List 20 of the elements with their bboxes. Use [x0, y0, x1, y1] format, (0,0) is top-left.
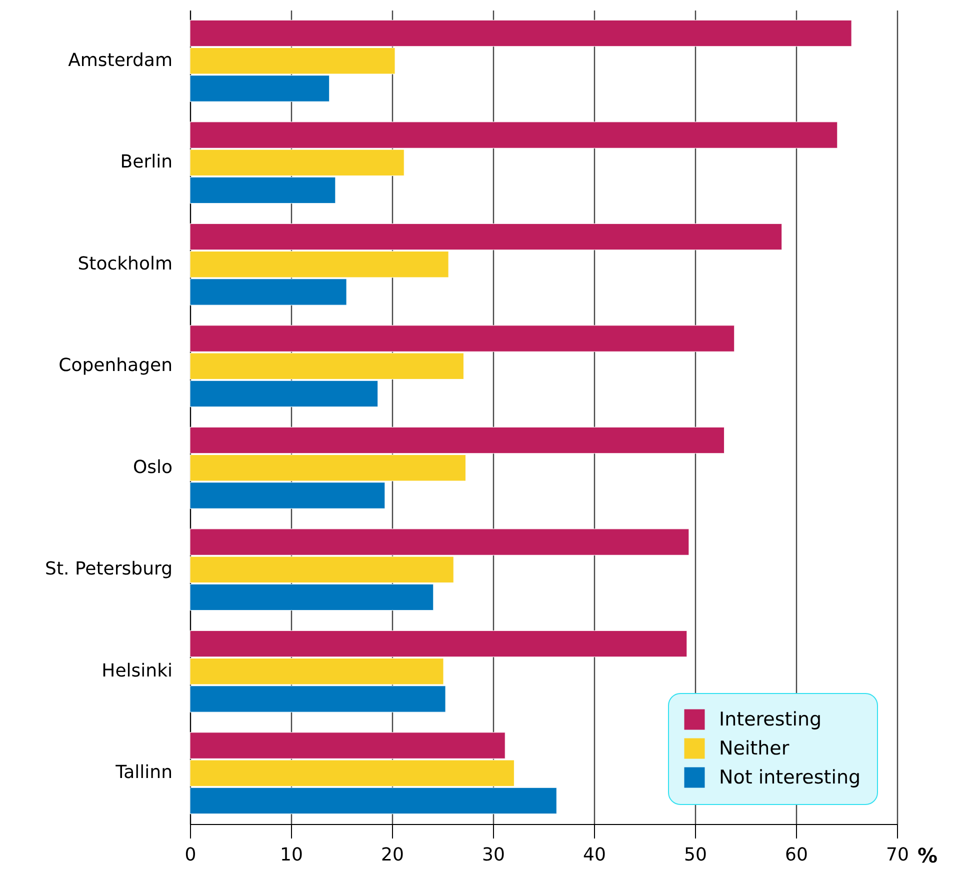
- y-tick-label: Berlin: [120, 152, 172, 173]
- x-tick-label: 10: [280, 844, 303, 866]
- x-tick-label: 50: [684, 844, 707, 866]
- y-tick-label: Tallinn: [114, 762, 172, 784]
- y-tick-label: Copenhagen: [58, 355, 172, 376]
- x-tick-label: 60: [785, 844, 808, 866]
- x-tick-label: 30: [482, 844, 505, 866]
- y-tick-label: Oslo: [132, 456, 172, 478]
- x-tick-label: 20: [381, 844, 404, 866]
- x-tick-label: 40: [583, 844, 606, 866]
- y-tick-label: St. Petersburg: [45, 558, 172, 580]
- legend-label: Not interesting: [719, 766, 861, 788]
- y-tick-label: Amsterdam: [68, 50, 172, 71]
- y-tick-label: Stockholm: [78, 253, 172, 274]
- y-tick-label: Helsinki: [102, 660, 172, 682]
- legend-label: Interesting: [719, 708, 822, 730]
- legend-label: Neither: [719, 738, 790, 760]
- x-tick-label: 70: [886, 844, 909, 866]
- x-axis-title: %: [918, 844, 938, 868]
- x-tick-label: 0: [184, 844, 196, 866]
